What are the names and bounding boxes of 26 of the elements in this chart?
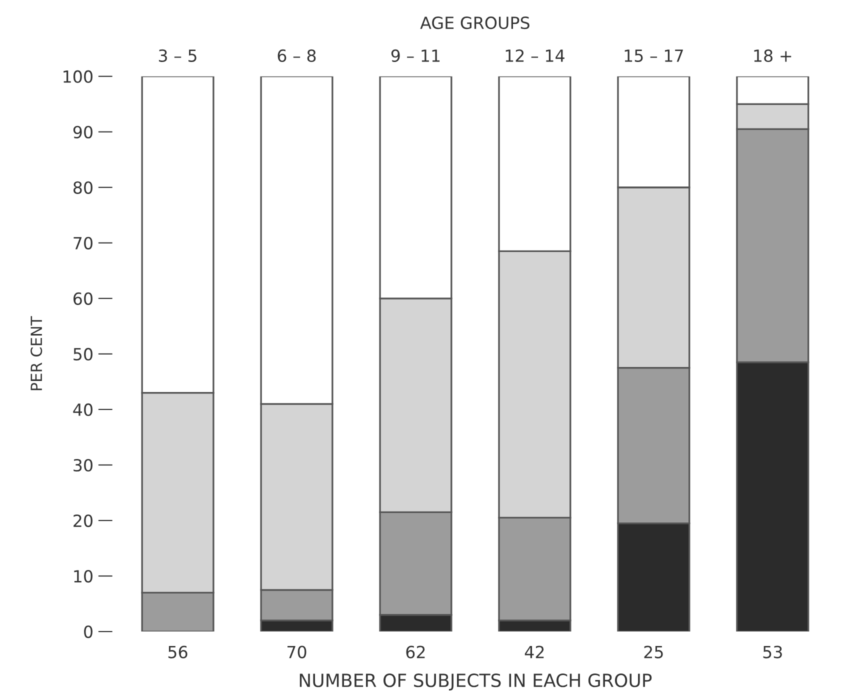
y-tick-label: 30 [74, 458, 92, 472]
y-tick-label: 40 [73, 403, 92, 416]
y-tick-label: 0 [84, 626, 92, 638]
y-tick-label: 50 [74, 348, 92, 361]
y-tick-label: 80 [73, 181, 92, 194]
x-tick-label: 3 – 5 [158, 49, 196, 62]
y-tick-label: 60 [74, 292, 92, 305]
text: 42 [524, 646, 544, 658]
text: 62 [406, 646, 425, 658]
y-tick-label: 100 [64, 70, 92, 83]
x-tick-label: 15 – 17 [624, 50, 683, 62]
y-tick-label: 10 [74, 570, 92, 583]
y-tick-label: 70 [74, 236, 92, 250]
y-tick-label: 20 [74, 514, 92, 528]
x-tick-label: 9 – 11 [391, 49, 440, 62]
y-axis-title: PER CENT [30, 316, 42, 390]
text: 25 [644, 646, 663, 658]
text: 70 [287, 646, 306, 658]
x-tick-label: 18 + [754, 49, 792, 62]
x-tick-label: 6 – 8 [278, 49, 316, 62]
x-axis-title: NUMBER OF SUBJECTS IN EACH GROUP [300, 674, 652, 691]
chart-title: AGE GROUPS [420, 16, 530, 30]
text: 56 [168, 646, 188, 658]
x-tick-label: 12 – 14 [506, 49, 564, 62]
text: 53 [763, 646, 782, 658]
y-tick-label: 90 [73, 126, 92, 138]
